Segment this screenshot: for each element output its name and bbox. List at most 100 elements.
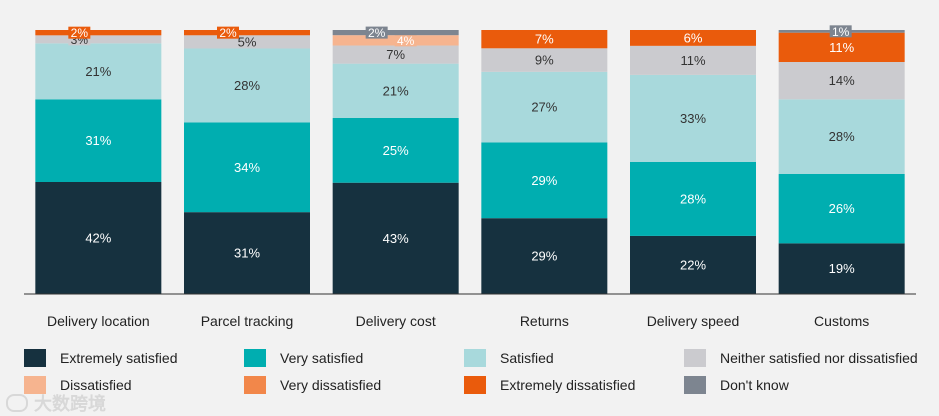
bar-segment-parcel-tracking-very-satisfied xyxy=(184,122,310,213)
legend-swatch xyxy=(464,376,486,394)
legend-item-dissatisfied: Dissatisfied xyxy=(24,374,132,396)
data-label-delivery-speed-neither-satisfied-nor-dissatisfied: 11% xyxy=(680,53,705,68)
legend-swatch xyxy=(24,376,46,394)
data-label-delivery-location-very-satisfied: 31% xyxy=(85,133,111,148)
legend-label: Satisfied xyxy=(500,350,554,366)
data-label-customs-neither-satisfied-nor-dissatisfied: 14% xyxy=(829,73,855,88)
bar-segment-customs-extremely-satisfied xyxy=(778,243,905,294)
bar-segment-returns-extremely-dissatisfied xyxy=(481,30,608,49)
data-label-delivery-location-extremely-dissatisfied: 2% xyxy=(71,26,89,40)
legend-swatch xyxy=(244,349,266,367)
data-label-delivery-speed-satisfied: 33% xyxy=(680,111,706,126)
bar-segment-delivery-location-very-satisfied xyxy=(35,99,162,182)
legend-swatch xyxy=(684,376,706,394)
bar-segment-delivery-cost-extremely-satisfied xyxy=(332,182,459,294)
data-label-delivery-cost-very-satisfied: 25% xyxy=(383,143,409,158)
legend-label: Very dissatisfied xyxy=(280,377,382,393)
data-label-box-customs-don-t-know xyxy=(829,25,852,38)
category-label-delivery-speed: Delivery speed xyxy=(647,313,740,329)
legend-label: Very satisfied xyxy=(280,350,364,366)
bar-segment-delivery-location-neither-satisfied-nor-dissatisfied xyxy=(35,35,162,44)
data-label-delivery-cost-satisfied: 21% xyxy=(383,83,409,98)
data-label-returns-neither-satisfied-nor-dissatisfied: 9% xyxy=(535,53,554,68)
data-label-customs-satisfied: 28% xyxy=(829,129,855,144)
legend-label: Neither satisfied nor dissatisfied xyxy=(720,350,918,366)
bar-segment-delivery-cost-very-satisfied xyxy=(332,118,459,183)
bar-segment-delivery-location-extremely-satisfied xyxy=(35,182,162,294)
legend-item-extremely-satisfied: Extremely satisfied xyxy=(24,347,177,369)
data-label-box-parcel-tracking-extremely-dissatisfied xyxy=(217,26,239,39)
bar-segment-customs-satisfied xyxy=(778,99,905,174)
bar-segment-returns-neither-satisfied-nor-dissatisfied xyxy=(481,48,608,72)
legend-swatch xyxy=(684,349,706,367)
legend-swatch xyxy=(24,349,46,367)
bar-segment-returns-extremely-satisfied xyxy=(481,218,608,294)
legend-label: Extremely dissatisfied xyxy=(500,377,636,393)
bar-segment-delivery-cost-neither-satisfied-nor-dissatisfied xyxy=(332,45,459,64)
legend-item-extremely-dissatisfied: Extremely dissatisfied xyxy=(464,374,635,396)
data-label-customs-don-t-know: 1% xyxy=(832,25,850,39)
data-label-delivery-location-extremely-satisfied: 42% xyxy=(85,231,111,246)
watermark-text: 大数跨境 xyxy=(34,394,106,414)
data-label-customs-extremely-satisfied: 19% xyxy=(829,261,855,276)
legend-item-neither: Neither satisfied nor dissatisfied xyxy=(684,347,918,369)
bar-segment-returns-satisfied xyxy=(481,71,608,143)
legend-swatch xyxy=(244,376,266,394)
category-label-delivery-location: Delivery location xyxy=(47,313,150,329)
legend-item-dont-know: Don't know xyxy=(684,374,789,396)
watermark: 大数跨境 xyxy=(6,390,106,416)
bar-segment-delivery-cost-satisfied xyxy=(332,63,459,118)
data-label-delivery-cost-don-t-know: 2% xyxy=(368,26,386,40)
category-label-delivery-cost: Delivery cost xyxy=(356,313,436,329)
data-label-parcel-tracking-extremely-dissatisfied: 2% xyxy=(219,26,237,40)
legend-item-very-dissatisfied: Very dissatisfied xyxy=(244,374,381,396)
legend-label: Extremely satisfied xyxy=(60,350,178,366)
bar-segment-delivery-speed-satisfied xyxy=(630,74,756,162)
data-label-parcel-tracking-very-satisfied: 34% xyxy=(234,160,260,175)
bar-segment-delivery-speed-extremely-satisfied xyxy=(630,235,756,294)
data-label-delivery-speed-extremely-satisfied: 22% xyxy=(680,257,706,272)
data-label-returns-satisfied: 27% xyxy=(531,100,557,115)
watermark-logo-icon xyxy=(6,394,28,412)
data-label-delivery-cost-neither-satisfied-nor-dissatisfied: 7% xyxy=(386,47,405,62)
bar-segment-delivery-cost-don-t-know xyxy=(332,30,459,36)
category-label-returns: Returns xyxy=(520,313,569,329)
data-label-delivery-location-satisfied: 21% xyxy=(85,64,111,79)
data-label-delivery-speed-extremely-dissatisfied: 6% xyxy=(684,30,703,45)
bar-segment-customs-neither-satisfied-nor-dissatisfied xyxy=(778,62,905,100)
data-label-box-delivery-cost-dissatisfied xyxy=(394,34,417,47)
legend: Extremely satisfied Very satisfied Satis… xyxy=(24,346,934,406)
legend-label: Dissatisfied xyxy=(60,377,132,393)
legend-label: Don't know xyxy=(720,377,789,393)
data-label-delivery-cost-dissatisfied: 4% xyxy=(397,34,415,48)
data-label-box-delivery-cost-don-t-know xyxy=(365,26,388,39)
bar-segment-returns-very-satisfied xyxy=(481,142,608,219)
category-label-parcel-tracking: Parcel tracking xyxy=(201,313,294,329)
data-label-returns-very-satisfied: 29% xyxy=(531,173,557,188)
legend-item-very-satisfied: Very satisfied xyxy=(244,347,363,369)
bar-segment-parcel-tracking-neither-satisfied-nor-dissatisfied xyxy=(184,35,310,49)
stacked-bar-chart: 42%31%21%3%2%Delivery location31%34%28%5… xyxy=(24,25,916,329)
bar-segment-delivery-location-satisfied xyxy=(35,43,162,100)
data-label-customs-extremely-dissatisfied: 11% xyxy=(829,40,854,55)
bar-segment-parcel-tracking-satisfied xyxy=(184,48,310,123)
data-label-delivery-cost-extremely-satisfied: 43% xyxy=(383,231,409,246)
legend-swatch xyxy=(464,349,486,367)
bar-segment-parcel-tracking-extremely-dissatisfied xyxy=(184,30,310,36)
bar-segment-delivery-speed-extremely-dissatisfied xyxy=(630,30,756,46)
bar-segment-customs-extremely-dissatisfied xyxy=(778,32,905,62)
data-label-customs-very-satisfied: 26% xyxy=(829,201,855,216)
bar-segment-delivery-speed-very-satisfied xyxy=(630,162,756,236)
legend-item-satisfied: Satisfied xyxy=(464,347,554,369)
bar-segment-customs-very-satisfied xyxy=(778,174,905,244)
bar-segment-delivery-speed-neither-satisfied-nor-dissatisfied xyxy=(630,45,756,75)
bar-segment-parcel-tracking-extremely-satisfied xyxy=(184,212,310,294)
data-label-parcel-tracking-neither-satisfied-nor-dissatisfied: 5% xyxy=(238,34,257,49)
data-label-parcel-tracking-extremely-satisfied: 31% xyxy=(234,246,260,261)
data-label-box-delivery-location-extremely-dissatisfied xyxy=(68,26,91,39)
bar-segment-delivery-location-extremely-dissatisfied xyxy=(35,30,162,36)
data-label-returns-extremely-satisfied: 29% xyxy=(531,249,557,264)
data-label-returns-extremely-dissatisfied: 7% xyxy=(535,32,554,47)
data-label-delivery-speed-very-satisfied: 28% xyxy=(680,191,706,206)
category-label-customs: Customs xyxy=(814,313,869,329)
